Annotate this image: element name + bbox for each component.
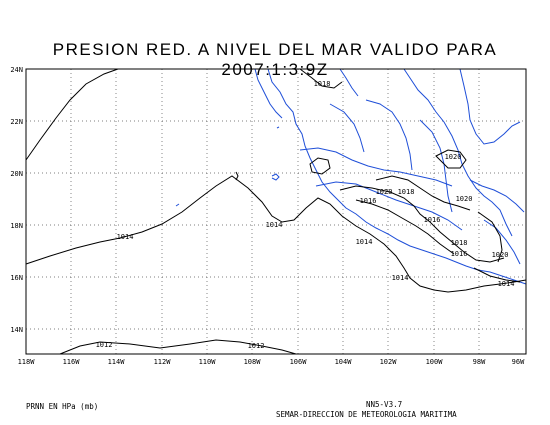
lon-label: 110W xyxy=(199,358,217,366)
isobar-label: 1020 xyxy=(456,195,473,203)
isobar-label: 1020 xyxy=(376,188,393,196)
lat-label: 24N xyxy=(10,66,23,74)
lat-label: 22N xyxy=(10,118,23,126)
isobar-label: 1016 xyxy=(451,250,468,258)
isobar-label: 1016 xyxy=(424,216,441,224)
isobar-label: 1014 xyxy=(356,238,373,246)
isobar-label: 1012 xyxy=(248,342,265,350)
lon-label: 114W xyxy=(108,358,126,366)
isobar-label: 1020 xyxy=(445,153,462,161)
isobar-label: 1014 xyxy=(117,233,134,241)
lon-label: 104W xyxy=(335,358,353,366)
lat-label: 20N xyxy=(10,170,23,178)
lon-label: 116W xyxy=(63,358,81,366)
isobar-labels: 1018 1020 1020 1018 1016 1020 1016 1014 … xyxy=(96,80,515,350)
lon-label: 98W xyxy=(473,358,486,366)
isobar-label: 1016 xyxy=(360,197,377,205)
lat-axis: 24N 22N 20N 18N 16N 14N xyxy=(10,66,23,334)
isobar-label: 1014 xyxy=(498,280,515,288)
isobar-label: 1018 xyxy=(398,188,415,196)
agency-credit: SEMAR-DIRECCION DE METEOROLOGIA MARITIMA xyxy=(276,410,457,419)
lon-label: 112W xyxy=(154,358,172,366)
isobar-label: 1020 xyxy=(492,251,509,259)
lat-label: 16N xyxy=(10,274,23,282)
map-frame xyxy=(25,68,527,355)
isobar-label: 1018 xyxy=(314,80,331,88)
isobars xyxy=(25,68,527,355)
isobar-label: 1014 xyxy=(266,221,283,229)
isobar-label: 1018 xyxy=(451,239,468,247)
isobar-label: 1014 xyxy=(392,274,409,282)
isobar-label: 1012 xyxy=(96,341,113,349)
lon-label: 108W xyxy=(244,358,262,366)
lon-label: 96W xyxy=(512,358,525,366)
lon-label: 106W xyxy=(290,358,308,366)
lon-axis: 118W 116W 114W 112W 110W 108W 106W 104W … xyxy=(18,358,526,366)
model-version: NN5-V3.7 xyxy=(366,400,403,409)
lon-label: 100W xyxy=(426,358,444,366)
lon-label: 102W xyxy=(380,358,398,366)
units-caption: PRNN EN HPa (mb) xyxy=(26,402,99,411)
coastline xyxy=(175,68,527,285)
lat-label: 14N xyxy=(10,326,23,334)
lat-label: 18N xyxy=(10,222,23,230)
lon-label: 118W xyxy=(18,358,36,366)
